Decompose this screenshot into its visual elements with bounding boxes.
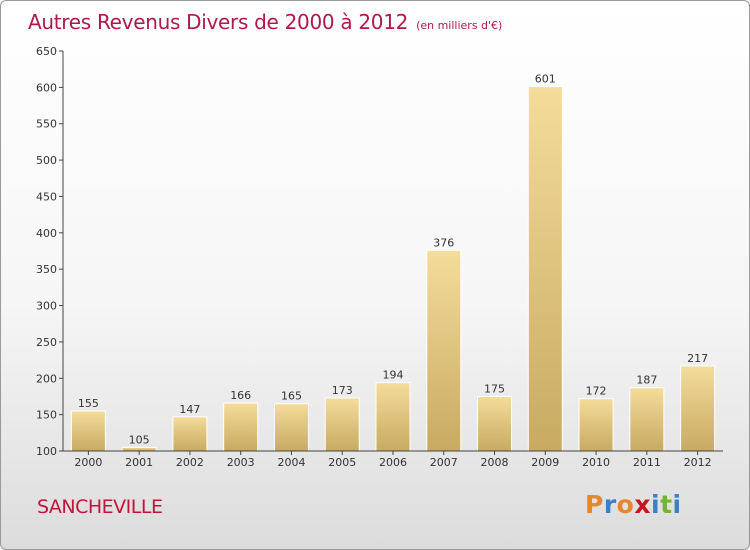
logo-letter: r	[603, 490, 617, 519]
bar-2009	[527, 86, 563, 452]
bar-2011	[629, 387, 665, 452]
y-tick-label-200: 200	[36, 372, 57, 385]
x-tick-label-2011: 2011	[633, 456, 661, 469]
y-tick-label-600: 600	[36, 81, 57, 94]
x-tick-label-2010: 2010	[582, 456, 610, 469]
x-tick-label-2000: 2000	[74, 456, 102, 469]
x-tick-label-2009: 2009	[531, 456, 559, 469]
bar-2005	[324, 397, 360, 452]
chart-title: Autres Revenus Divers de 2000 à 2012 (en …	[28, 10, 502, 34]
title-subtitle: (en milliers d'€)	[416, 19, 503, 32]
y-tick-label-300: 300	[36, 300, 57, 313]
value-label-2005: 173	[332, 384, 353, 397]
x-tick-label-2005: 2005	[328, 456, 356, 469]
value-label-2001: 105	[129, 433, 150, 446]
logo-letter: i	[651, 490, 661, 519]
bar-2000	[70, 410, 106, 452]
y-tick-label-400: 400	[36, 227, 57, 240]
logo-letter: o	[616, 490, 635, 519]
x-tick-label-2008: 2008	[481, 456, 509, 469]
y-tick-label-550: 550	[36, 118, 57, 131]
value-label-2006: 194	[383, 369, 404, 382]
bar-2003	[223, 402, 259, 452]
x-tick-label-2002: 2002	[176, 456, 204, 469]
x-tick-label-2006: 2006	[379, 456, 407, 469]
value-label-2000: 155	[78, 397, 99, 410]
bar-2002	[172, 416, 208, 452]
bar-2008	[477, 395, 513, 452]
location-label: SANCHEVILLE	[37, 496, 163, 518]
logo-letter: i	[672, 490, 682, 519]
bar-2012	[680, 365, 716, 452]
bar-2001	[121, 446, 157, 452]
logo-letter: P	[585, 490, 604, 519]
logo-letter: x	[634, 490, 651, 519]
y-tick-label-650: 650	[36, 45, 57, 58]
bar-2010	[578, 398, 614, 452]
value-label-2012: 217	[687, 352, 708, 365]
value-label-2008: 175	[484, 382, 505, 395]
value-label-2011: 187	[636, 374, 657, 387]
y-tick-label-500: 500	[36, 154, 57, 167]
logo-letter: t	[660, 490, 673, 519]
proxiti-logo: Proxiti	[585, 490, 682, 519]
value-label-2002: 147	[179, 403, 200, 416]
y-tick-label-100: 100	[36, 445, 57, 458]
value-label-2009: 601	[535, 73, 556, 86]
bar-2007	[426, 249, 462, 452]
value-label-2010: 172	[586, 385, 607, 398]
x-tick-label-2004: 2004	[277, 456, 305, 469]
title-main: Autres Revenus Divers de 2000 à 2012	[28, 10, 409, 34]
y-tick-label-150: 150	[36, 409, 57, 422]
value-label-2007: 376	[433, 236, 454, 249]
bar-2004	[273, 403, 309, 452]
bar-2006	[375, 382, 411, 452]
x-tick-label-2007: 2007	[430, 456, 458, 469]
y-tick-label-450: 450	[36, 190, 57, 203]
x-tick-label-2012: 2012	[684, 456, 712, 469]
y-tick-label-250: 250	[36, 336, 57, 349]
value-label-2004: 165	[281, 390, 302, 403]
x-tick-label-2001: 2001	[125, 456, 153, 469]
value-label-2003: 166	[230, 389, 251, 402]
y-tick-label-350: 350	[36, 263, 57, 276]
x-tick-label-2003: 2003	[227, 456, 255, 469]
